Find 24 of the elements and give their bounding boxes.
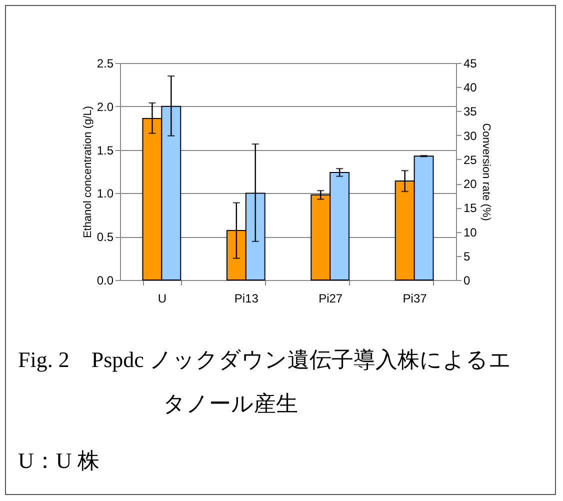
y2-tick-label: 10 xyxy=(464,225,478,240)
text: Fig. 2 Pspdc ノックダウン遺伝子導入株によるエタノール産生 xyxy=(18,346,512,418)
y2-tick-label: 30 xyxy=(464,128,478,143)
y-tick-label: 2.0 xyxy=(96,100,114,114)
y-tick-label: 2.5 xyxy=(96,56,114,70)
y-tick-label: 1.0 xyxy=(96,186,114,201)
text: U：U 株 xyxy=(18,447,100,475)
y2-tick-label: 20 xyxy=(464,177,478,192)
x-tick-label: Pi13 xyxy=(234,292,259,306)
y2-tick-label: 35 xyxy=(464,104,478,119)
y2-tick-label: 0 xyxy=(464,274,470,288)
y-tick-label: 1.5 xyxy=(96,143,114,158)
y2-axis-title: Conversion rate (%) xyxy=(480,123,492,221)
y-tick-label: 0.0 xyxy=(96,274,114,288)
x-tick-label: Pi27 xyxy=(318,292,343,306)
y2-tick-label: 5 xyxy=(464,249,470,264)
x-tick-label: U xyxy=(158,292,167,306)
y2-tick-label: 15 xyxy=(464,201,478,216)
x-tick-label: Pi37 xyxy=(402,292,428,306)
y-axis-title: Ethanol concentration (g/L) xyxy=(82,106,94,238)
y-tick-label: 0.5 xyxy=(96,230,114,244)
y2-tick-label: 25 xyxy=(464,152,478,167)
y2-tick-label: 40 xyxy=(464,80,478,95)
y2-tick-label: 45 xyxy=(464,56,478,70)
